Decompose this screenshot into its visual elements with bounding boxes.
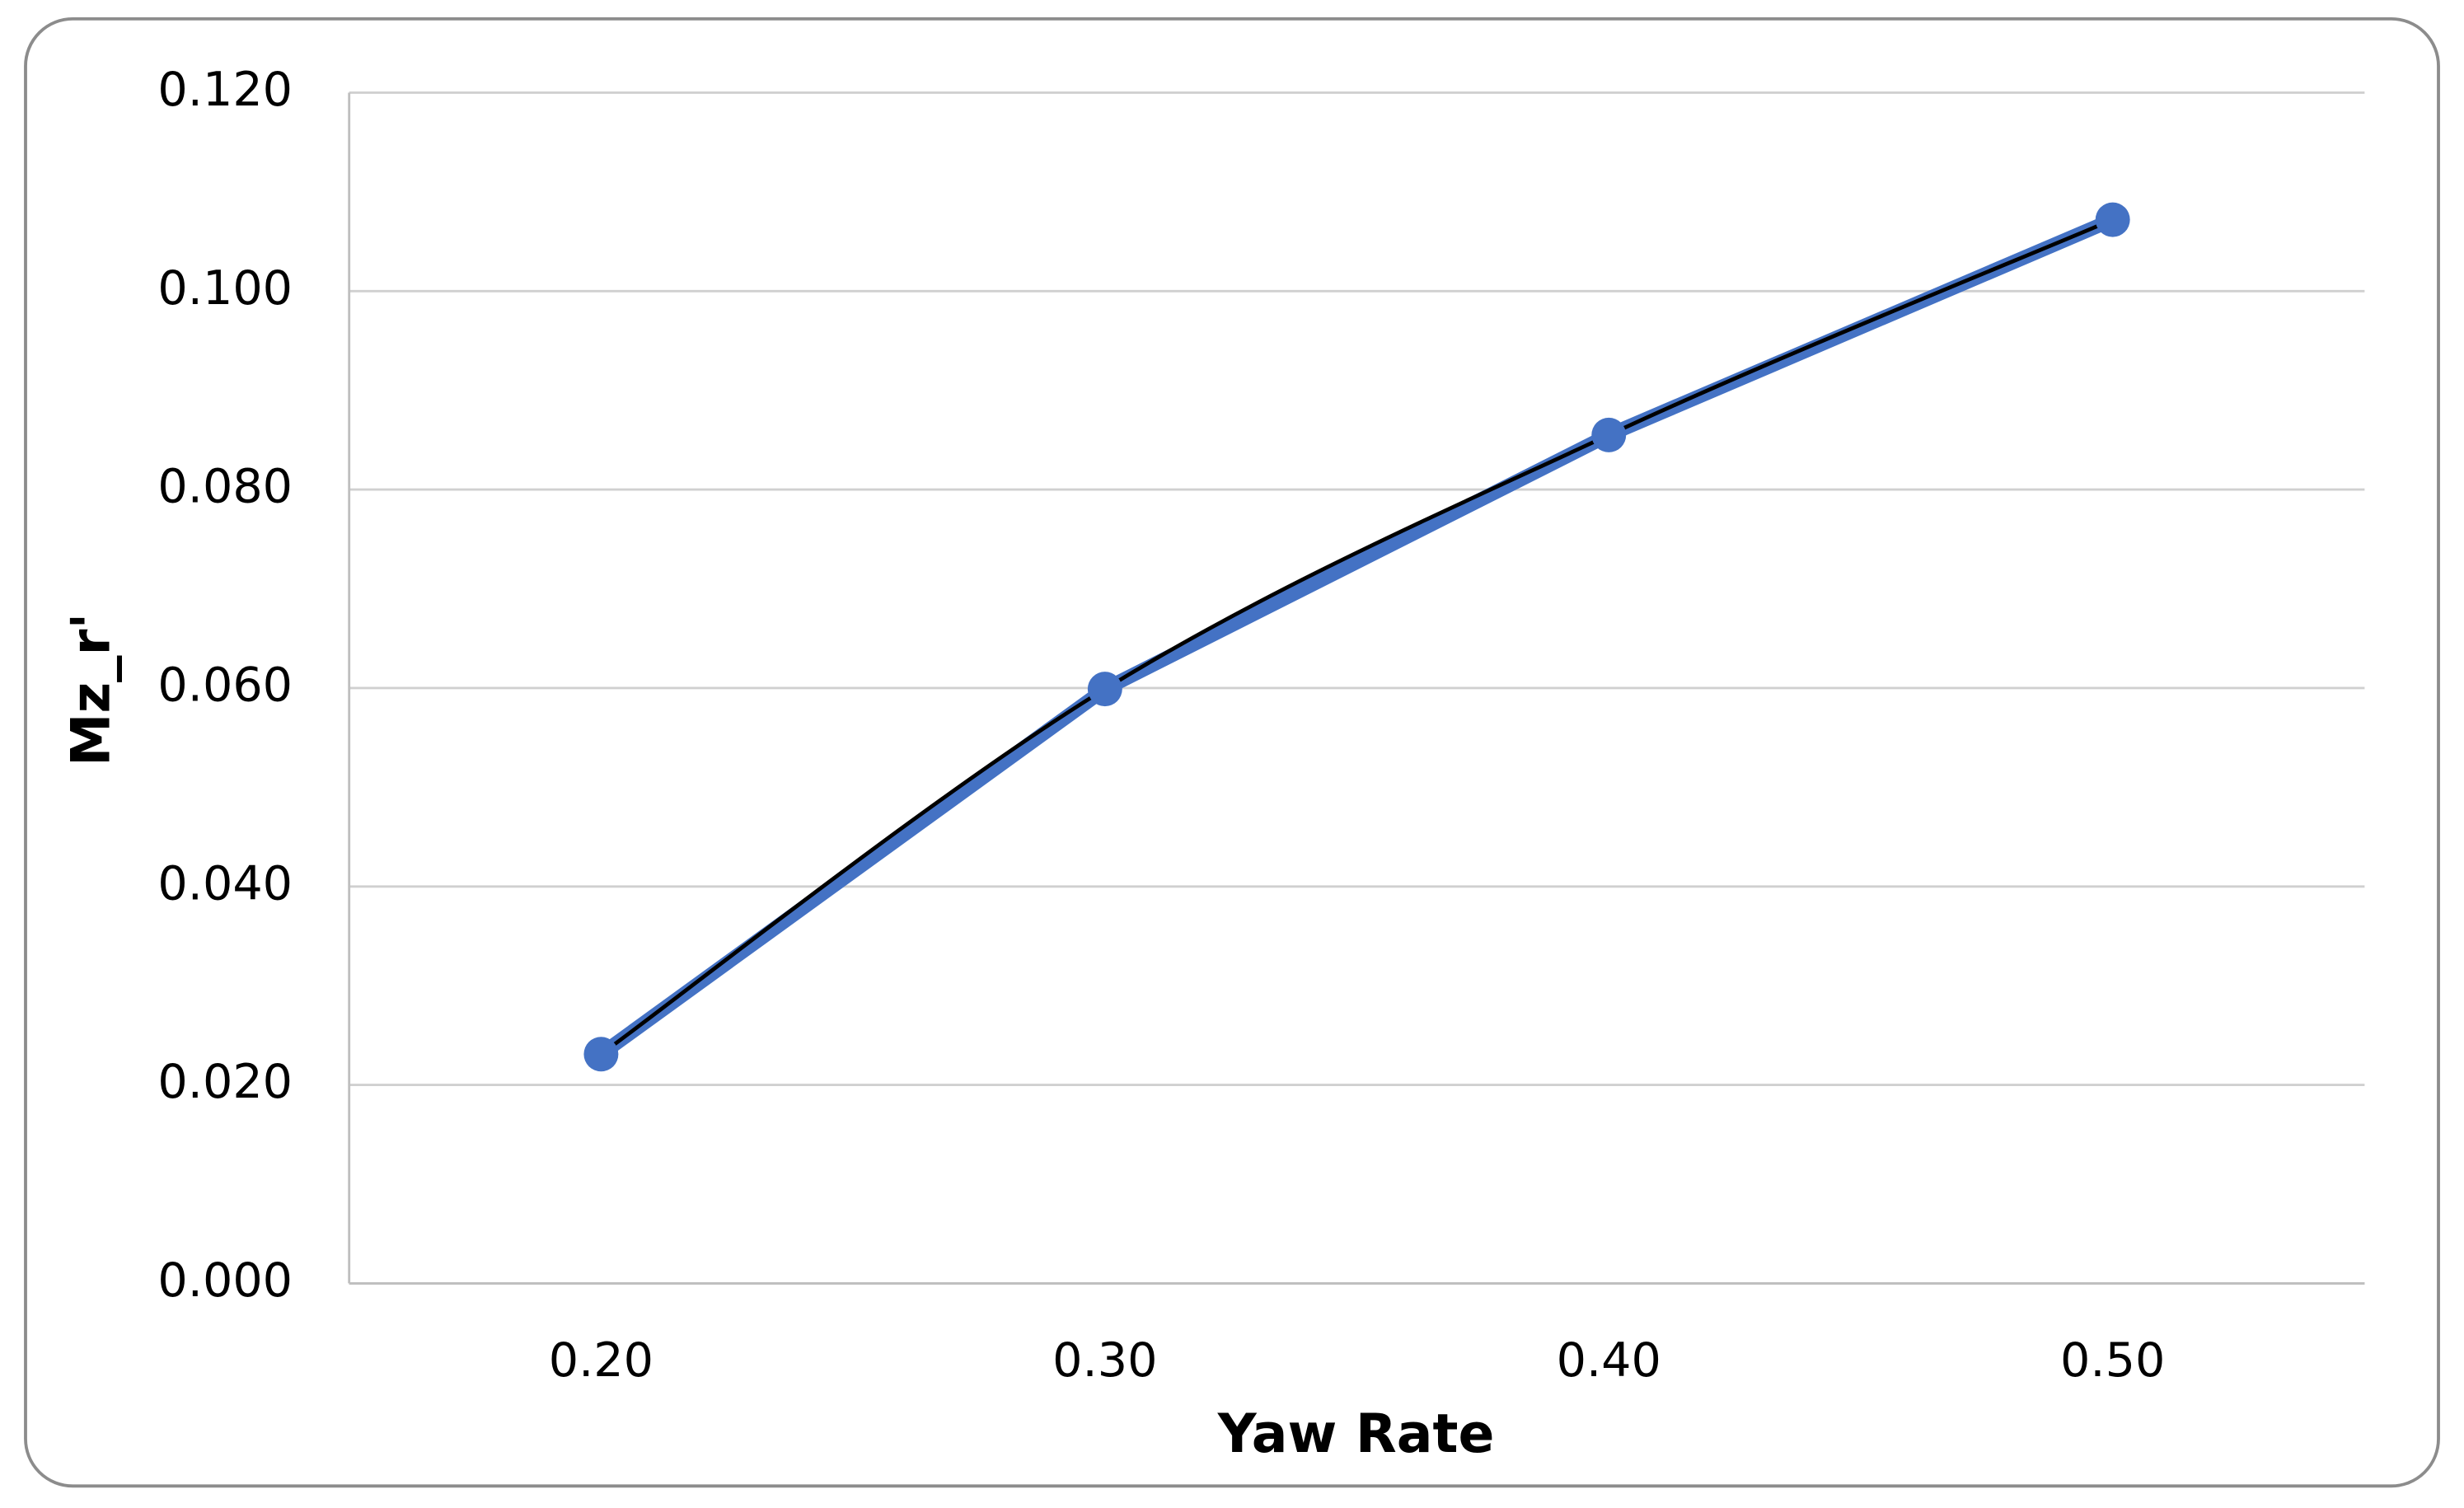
data-point bbox=[1591, 417, 1627, 452]
chart-frame bbox=[24, 16, 2440, 1488]
y-tick-label: 0.080 bbox=[157, 460, 293, 514]
data-point bbox=[2095, 202, 2130, 237]
y-tick-label: 0.060 bbox=[157, 658, 293, 713]
y-tick-label: 0.120 bbox=[157, 63, 293, 117]
data-line bbox=[597, 213, 2116, 1061]
x-tick-label: 0.40 bbox=[1557, 1333, 1661, 1388]
data-point bbox=[583, 1037, 619, 1072]
y-tick-label: 0.000 bbox=[157, 1253, 293, 1308]
x-axis-title: Yaw Rate bbox=[1217, 1403, 1495, 1465]
x-tick-label: 0.30 bbox=[1052, 1333, 1157, 1388]
y-tick-label: 0.020 bbox=[157, 1055, 293, 1109]
trendline bbox=[600, 218, 2114, 1056]
x-tick-label: 0.50 bbox=[2060, 1333, 2165, 1388]
y-tick-label: 0.100 bbox=[157, 261, 293, 316]
y-tick-label: 0.040 bbox=[157, 856, 293, 911]
data-point bbox=[1087, 672, 1122, 707]
x-tick-label: 0.20 bbox=[549, 1333, 653, 1388]
y-axis-title: Mz_r' bbox=[60, 613, 122, 766]
